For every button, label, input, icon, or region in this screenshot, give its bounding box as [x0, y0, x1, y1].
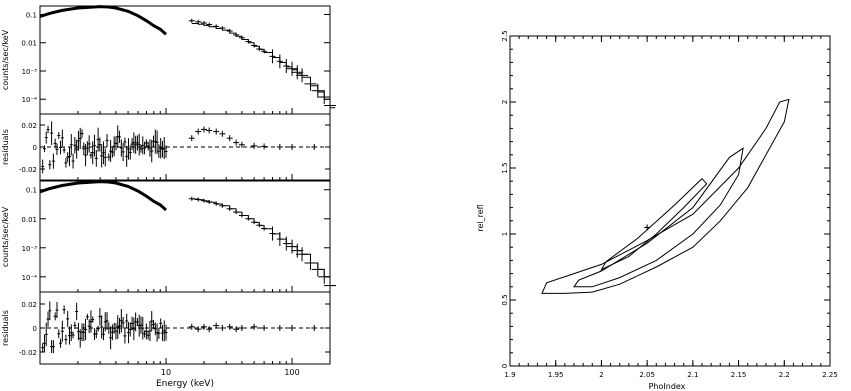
- panel-contour: 1.9 1.95 2 2.05 2.1 2.15 2.2 2.25 0 0.5 1 1.5 2 2.5 r…: [476, 30, 838, 391]
- panel-spectrum-bottom: 0.1 0.01 10⁻³ 10⁻⁴ counts/sec/keV: [1, 180, 336, 293]
- y-tick-label: 10⁻⁴: [22, 274, 38, 282]
- ylabel: counts/sec/keV: [1, 29, 10, 90]
- y-tick-label: 10⁻⁴: [22, 96, 38, 104]
- y-tick-label: 10⁻³: [22, 68, 38, 76]
- panel-content: 0.02 0 -0.02 10 100: [19, 301, 330, 377]
- x-tick-label: 2: [599, 371, 603, 379]
- panel-residuals-top: 0.02 0 -0.02 residuals: [1, 113, 331, 181]
- model-step-line: [191, 198, 336, 287]
- panel-spectrum-top: 0.1 0.01 10⁻³ 10⁻⁴ counts/sec/keV: [1, 5, 336, 115]
- x-tick-label: 2.1: [687, 371, 698, 379]
- x-tick-label: 10: [161, 368, 171, 377]
- contour-level-3: [600, 177, 708, 271]
- y-tick-label: 0.1: [26, 187, 37, 195]
- ylabel: residuals: [1, 310, 10, 346]
- y-tick-label: 2: [501, 100, 509, 104]
- ylabel: rel_refl: [476, 204, 485, 231]
- panel-content: 1.9 1.95 2 2.05 2.1 2.15 2.2 2.25 0 0.5 1 1.5 2 2.5: [501, 30, 838, 379]
- panel-content: 0.1 0.01 10⁻³ 10⁻⁴: [21, 180, 336, 293]
- ylabel: counts/sec/keV: [1, 206, 10, 267]
- panel-frame: [509, 35, 831, 367]
- panel-frame: [39, 180, 331, 293]
- y-tick-label: 1.5: [501, 162, 509, 173]
- panel-content: 0.02 0 -0.02: [19, 121, 330, 180]
- x-tick-label: 1.9: [504, 371, 515, 379]
- y-tick-label: 10⁻³: [22, 245, 38, 253]
- y-tick-label: -0.02: [19, 166, 37, 174]
- x-tick-label: 100: [284, 368, 299, 377]
- x-tick-label: 2.05: [639, 371, 655, 379]
- x-tick-label: 2.25: [822, 371, 838, 379]
- y-tick-label: 0.1: [26, 12, 37, 20]
- y-tick-label: -0.02: [19, 349, 37, 357]
- panel-residuals-bottom: 0.02 0 -0.02 10 100 residuals Energy (keV): [1, 291, 331, 389]
- y-tick-label: 0.5: [501, 294, 509, 305]
- xlabel: PhoIndex: [649, 382, 686, 391]
- data-line-low-energy: [39, 5, 167, 36]
- contour-level-1: [541, 98, 790, 294]
- model-step-line: [191, 23, 336, 109]
- ylabel: residuals: [1, 129, 10, 165]
- y-tick-label: 2.5: [501, 30, 509, 41]
- x-tick-label: 1.95: [548, 371, 564, 379]
- y-tick-label: 0: [33, 144, 37, 152]
- xlabel: Energy (keV): [156, 379, 214, 389]
- y-tick-label: 0: [33, 325, 37, 333]
- x-tick-label: 2.15: [731, 371, 747, 379]
- x-tick-label: 2.2: [779, 371, 790, 379]
- data-line-low-energy: [39, 180, 168, 212]
- y-tick-label: 1: [501, 232, 509, 236]
- y-tick-label: 0: [501, 364, 509, 368]
- y-tick-label: 0.01: [21, 216, 37, 224]
- y-tick-label: 0.01: [21, 40, 37, 48]
- panel-content: 0.1 0.01 10⁻³ 10⁻⁴: [21, 5, 336, 114]
- y-tick-label: 0.02: [21, 301, 37, 309]
- y-tick-label: 0.02: [21, 122, 37, 130]
